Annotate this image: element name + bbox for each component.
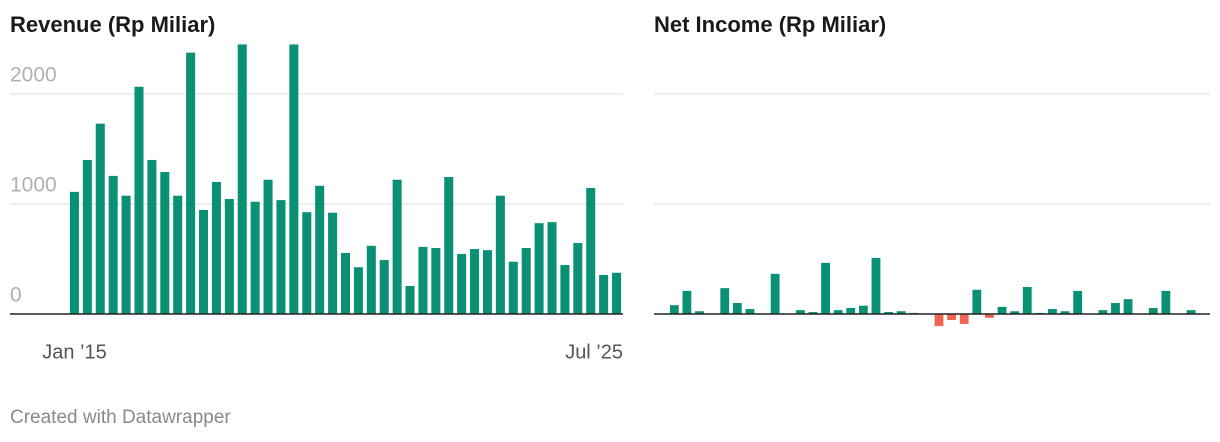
bar (871, 257, 881, 314)
bar (947, 313, 957, 321)
bar (1073, 290, 1083, 314)
bar (95, 123, 105, 314)
bar (147, 159, 157, 314)
bar (1123, 299, 1133, 314)
bar (1186, 310, 1196, 314)
bar (224, 199, 234, 314)
bar (457, 254, 467, 314)
bar (1148, 307, 1158, 314)
bar (276, 200, 286, 314)
bar (250, 201, 260, 314)
bar (934, 313, 944, 327)
bar (586, 188, 596, 314)
bar (1010, 311, 1020, 314)
bar (795, 310, 805, 314)
bar (263, 179, 273, 314)
bar (1060, 311, 1070, 314)
bar (896, 311, 906, 314)
x-tick-label: Jan ’15 (42, 341, 107, 363)
bar (392, 179, 402, 314)
bar (720, 288, 730, 314)
bar (470, 249, 480, 314)
bar (379, 260, 389, 314)
bar (745, 309, 755, 314)
bar (1161, 290, 1171, 314)
bar (444, 176, 454, 314)
bar (495, 195, 505, 314)
bar (431, 247, 441, 314)
bar (682, 290, 692, 314)
bar (1098, 310, 1108, 314)
bar (833, 310, 843, 314)
bar (669, 305, 679, 314)
bar (884, 312, 893, 314)
bar (418, 246, 428, 314)
y-tick-label: 1000 (10, 174, 57, 197)
bar (186, 52, 196, 314)
bar (405, 285, 415, 314)
bar (173, 195, 183, 314)
bar (289, 44, 299, 314)
bar (846, 307, 856, 314)
bar (808, 312, 818, 314)
bar (69, 191, 79, 314)
bar (972, 289, 982, 314)
bar (959, 313, 969, 324)
bar (821, 262, 830, 314)
bar (328, 212, 338, 314)
bar (482, 250, 492, 314)
chart-title: Revenue (Rp Miliar) (10, 12, 215, 37)
bar (237, 44, 247, 314)
bar (82, 159, 92, 314)
chart-title: Net Income (Rp Miliar) (654, 12, 886, 37)
y-tick-label: 2000 (10, 63, 57, 86)
bar (573, 243, 583, 314)
bar (534, 223, 544, 314)
bar (508, 261, 518, 314)
bar (366, 245, 376, 314)
bar (695, 311, 704, 314)
bar (732, 302, 742, 314)
bar (340, 252, 351, 314)
bar (521, 247, 531, 314)
bar (547, 222, 557, 314)
bar (599, 274, 609, 314)
bar (108, 175, 118, 314)
bar (858, 305, 868, 314)
bar (1111, 302, 1120, 314)
bar (315, 185, 325, 314)
y-tick-label: 0 (10, 284, 22, 307)
x-tick-label: Jul ’25 (565, 341, 623, 363)
bar (612, 272, 622, 314)
bar (121, 195, 131, 314)
bar (160, 172, 170, 314)
footer: Created with Datawrapper (10, 407, 231, 428)
bar (560, 265, 570, 314)
bar (211, 181, 221, 314)
bar (997, 306, 1007, 314)
bar (1022, 287, 1032, 314)
bar (985, 313, 994, 318)
bar (353, 267, 363, 314)
bar (302, 212, 312, 314)
bar (199, 210, 209, 314)
bar (770, 273, 780, 314)
bar (1048, 309, 1057, 314)
bar (134, 86, 144, 314)
